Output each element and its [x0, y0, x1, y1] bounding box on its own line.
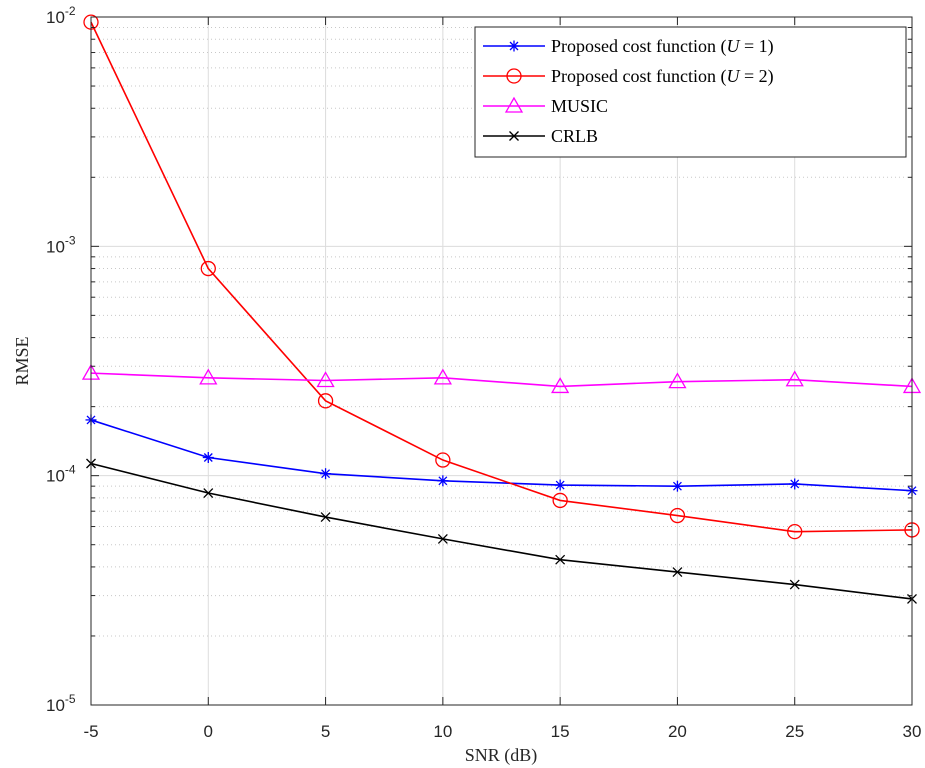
asterisk-marker: [671, 480, 683, 492]
y-tick-label: 10-3: [46, 233, 76, 256]
series-line: [90, 419, 913, 492]
circle-marker: [669, 507, 686, 524]
y-tick-label: 10-2: [46, 4, 76, 27]
plot-frame: [90, 16, 913, 706]
x-marker: [555, 554, 566, 565]
x-tick-label: 20: [668, 722, 687, 741]
triangle-marker: [504, 96, 524, 113]
asterisk-marker: [202, 452, 214, 464]
legend-box: [474, 26, 907, 158]
asterisk-marker: [320, 468, 332, 480]
legend: Proposed cost function (U = 1) Proposed c…: [474, 26, 907, 158]
circle-marker: [506, 68, 522, 84]
axis-ticks: [90, 16, 913, 706]
triangle-marker: [433, 368, 452, 385]
series-2: [83, 14, 920, 540]
legend-label: Proposed cost function (U = 2): [551, 66, 774, 87]
series-line: [90, 372, 913, 388]
triangle-marker: [551, 377, 570, 394]
triangle-marker: [316, 371, 335, 388]
x-tick-label: 0: [204, 722, 213, 741]
y-tick-label: 10-5: [46, 692, 76, 715]
series-line: [90, 462, 913, 600]
legend-item: CRLB: [483, 126, 598, 146]
series-1: [85, 414, 918, 497]
legend-item: Proposed cost function (U = 2): [483, 66, 774, 87]
circle-marker: [435, 452, 451, 468]
circle-marker: [200, 260, 216, 277]
tick-labels: -5 0 5 10 15 20 25 30 10-5 10-4 10-3 10-2: [46, 4, 921, 741]
asterisk-marker: [789, 478, 801, 490]
series-layer: [81, 14, 922, 604]
x-tick-label: -5: [83, 722, 98, 741]
triangle-marker: [199, 368, 218, 385]
circle-marker: [552, 492, 568, 509]
circle-marker: [317, 393, 334, 409]
asterisk-marker: [437, 475, 449, 487]
x-axis-label: SNR (dB): [465, 745, 538, 766]
y-axis-label: RMSE: [12, 336, 32, 385]
asterisk-marker: [508, 40, 520, 52]
x-marker: [203, 488, 214, 498]
y-tick-label: 10-4: [46, 463, 76, 486]
x-marker: [789, 579, 800, 590]
legend-label: CRLB: [551, 126, 598, 146]
x-tick-label: 10: [433, 722, 452, 741]
series-line: [90, 21, 913, 533]
x-tick-label: 15: [551, 722, 570, 741]
circle-marker: [787, 524, 803, 540]
legend-item: Proposed cost function (U = 1): [483, 36, 774, 57]
x-marker: [509, 131, 519, 141]
triangle-marker: [785, 370, 804, 387]
x-tick-label: 25: [785, 722, 804, 741]
series-4: [86, 458, 917, 604]
legend-label: MUSIC: [551, 96, 608, 116]
x-tick-label: 30: [903, 722, 922, 741]
legend-label: Proposed cost function (U = 1): [551, 36, 774, 57]
triangle-marker: [668, 372, 687, 389]
x-tick-label: 5: [321, 722, 330, 741]
x-marker: [672, 567, 683, 577]
x-marker: [437, 533, 448, 544]
x-marker: [320, 512, 331, 523]
legend-item: MUSIC: [483, 96, 608, 116]
asterisk-marker: [554, 479, 566, 491]
